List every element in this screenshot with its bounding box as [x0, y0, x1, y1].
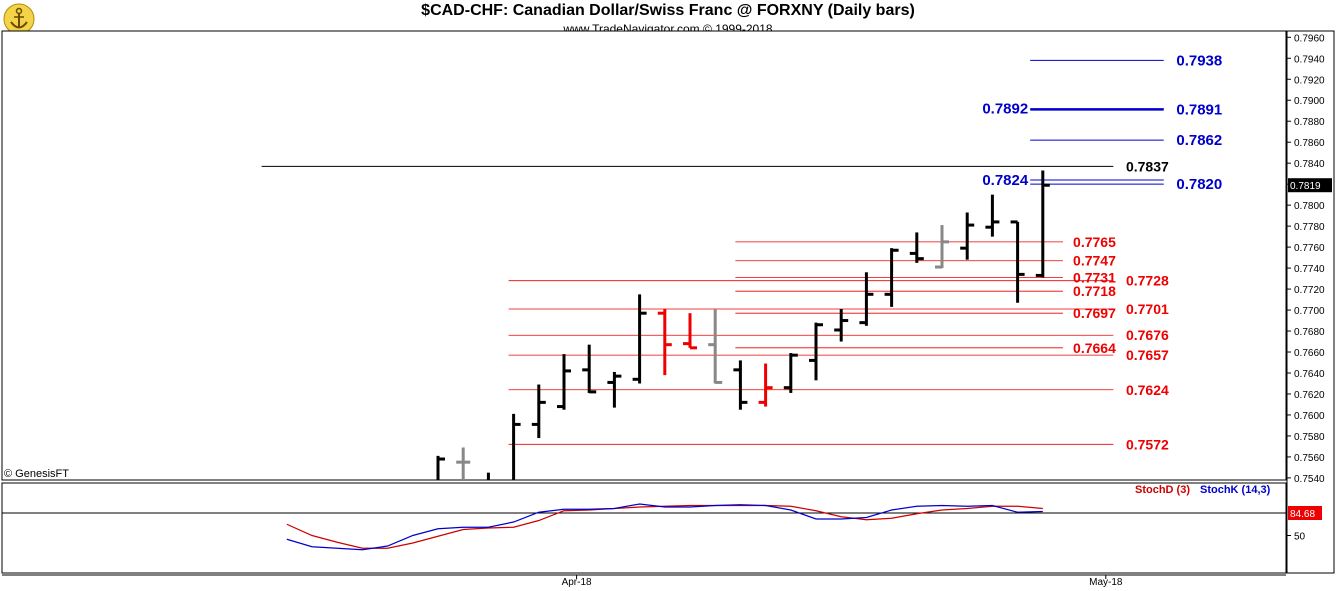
level-label: 0.7824: [982, 172, 1029, 189]
level-label: 0.7820: [1176, 176, 1222, 193]
ohlc-bar: [632, 294, 647, 384]
level-label: 0.7624: [1126, 382, 1169, 398]
y-tick-label: 0.7940: [1294, 54, 1325, 65]
level-label: 0.7664: [1073, 340, 1116, 356]
level-label: 0.7892: [982, 101, 1028, 118]
ohlc-bar: [834, 309, 849, 342]
ohlc-bar: [758, 363, 773, 407]
y-tick-label: 0.7840: [1294, 159, 1325, 170]
level-label: 0.7676: [1126, 327, 1169, 343]
price-bars: [436, 170, 1050, 480]
legend-stoch-d: StochD (3): [1135, 484, 1190, 496]
legend-stoch-k: StochK (14,3): [1200, 484, 1271, 496]
y-tick-label: 0.7540: [1294, 474, 1325, 485]
ohlc-bar: [436, 455, 445, 480]
y-tick-label: 0.7700: [1294, 306, 1325, 317]
y-tick-label: 0.7740: [1294, 264, 1325, 275]
ohlc-bar: [683, 313, 697, 350]
stoch-last-box: [1288, 506, 1322, 520]
level-label: 0.7765: [1073, 234, 1116, 250]
stoch-y-tick-label: 50: [1294, 532, 1306, 543]
level-label: 0.7938: [1176, 52, 1222, 69]
ohlc-bar: [557, 354, 571, 410]
x-tick-label: Apr-18: [562, 577, 592, 588]
stoch-d-line: [286, 504, 1043, 549]
stochastic-lines: StochD (3) StochK (14,3) 84.68 50: [2, 484, 1322, 551]
level-label: 0.7701: [1126, 301, 1169, 317]
price-axis: 0.7540 0.7560 0.7580 0.7600 0.7620 0.7640 0.76…: [1287, 33, 1332, 485]
date-axis: Apr-18 May-18: [562, 575, 1123, 588]
stoch-last-label: 84.68: [1290, 509, 1315, 520]
chart-title: $CAD-CHF: Canadian Dollar/Swiss Franc @ …: [421, 2, 915, 19]
ohlc-bar: [960, 212, 975, 260]
price-panel: [1, 30, 1335, 574]
axis-frame: [1286, 30, 1335, 574]
y-tick-label: 0.7900: [1294, 96, 1325, 107]
ohlc-bar: [985, 194, 1000, 237]
level-label: 0.7891: [1176, 102, 1222, 119]
y-tick-label: 0.7620: [1294, 390, 1325, 401]
y-tick-label: 0.7780: [1294, 222, 1325, 233]
y-tick-label: 0.7920: [1294, 75, 1325, 86]
ohlc-bar: [531, 384, 546, 439]
ohlc-bar: [456, 447, 471, 480]
ohlc-bar: [884, 248, 899, 307]
ohlc-bar: [1010, 220, 1025, 303]
level-label: 0.7572: [1126, 436, 1169, 452]
level-label: 0.7697: [1073, 305, 1116, 321]
y-tick-label: 0.7860: [1294, 138, 1325, 149]
ohlc-bar: [657, 309, 672, 376]
support-resistance-levels: 0.7938 0.7891 0.7892 0.7862 0.7837 0.7824 0.78…: [261, 52, 1222, 452]
ohlc-bar: [859, 272, 874, 326]
level-label: 0.7862: [1176, 132, 1222, 149]
level-label: 0.7657: [1126, 347, 1169, 363]
level-label: 0.7747: [1073, 253, 1116, 269]
y-tick-label: 0.7960: [1294, 33, 1325, 44]
y-tick-label: 0.7640: [1294, 369, 1325, 380]
stoch-k-line: [286, 503, 1043, 551]
x-tick-label: May-18: [1089, 577, 1123, 588]
ohlc-bar: [1035, 170, 1050, 278]
stochastic-panel: [1, 482, 1287, 576]
ohlc-bar: [708, 309, 723, 384]
y-tick-label: 0.7760: [1294, 243, 1325, 254]
ohlc-bar: [512, 413, 521, 480]
y-tick-label: 0.7600: [1294, 411, 1325, 422]
price-plot-frame: [1, 30, 1287, 481]
y-tick-label: 0.7580: [1294, 432, 1325, 443]
y-tick-label: 0.7560: [1294, 453, 1325, 464]
ohlc-bar: [607, 371, 622, 408]
anchor-logo: [3, 3, 35, 35]
y-tick-label: 0.7800: [1294, 201, 1325, 212]
stoch-plot-frame: [1, 482, 1287, 574]
y-tick-label: 0.7680: [1294, 327, 1325, 338]
ohlc-bar: [733, 360, 748, 410]
y-tick-label: 0.7880: [1294, 117, 1325, 128]
ohlc-bar: [582, 344, 597, 394]
ohlc-bar: [783, 353, 798, 393]
ohlc-bar: [809, 322, 823, 381]
ohlc-bar: [935, 225, 949, 269]
ohlc-bar: [909, 232, 924, 263]
y-tick-label: 0.7720: [1294, 285, 1325, 296]
last-price-label: 0.7819: [1290, 181, 1321, 192]
credit-label: © GenesisFT: [4, 468, 69, 480]
level-label: 0.7837: [1126, 158, 1169, 174]
level-label: 0.7731: [1073, 270, 1116, 286]
y-tick-label: 0.7660: [1294, 348, 1325, 359]
level-label: 0.7728: [1126, 273, 1169, 289]
last-price-box: [1288, 178, 1332, 193]
level-label: 0.7718: [1073, 283, 1116, 299]
